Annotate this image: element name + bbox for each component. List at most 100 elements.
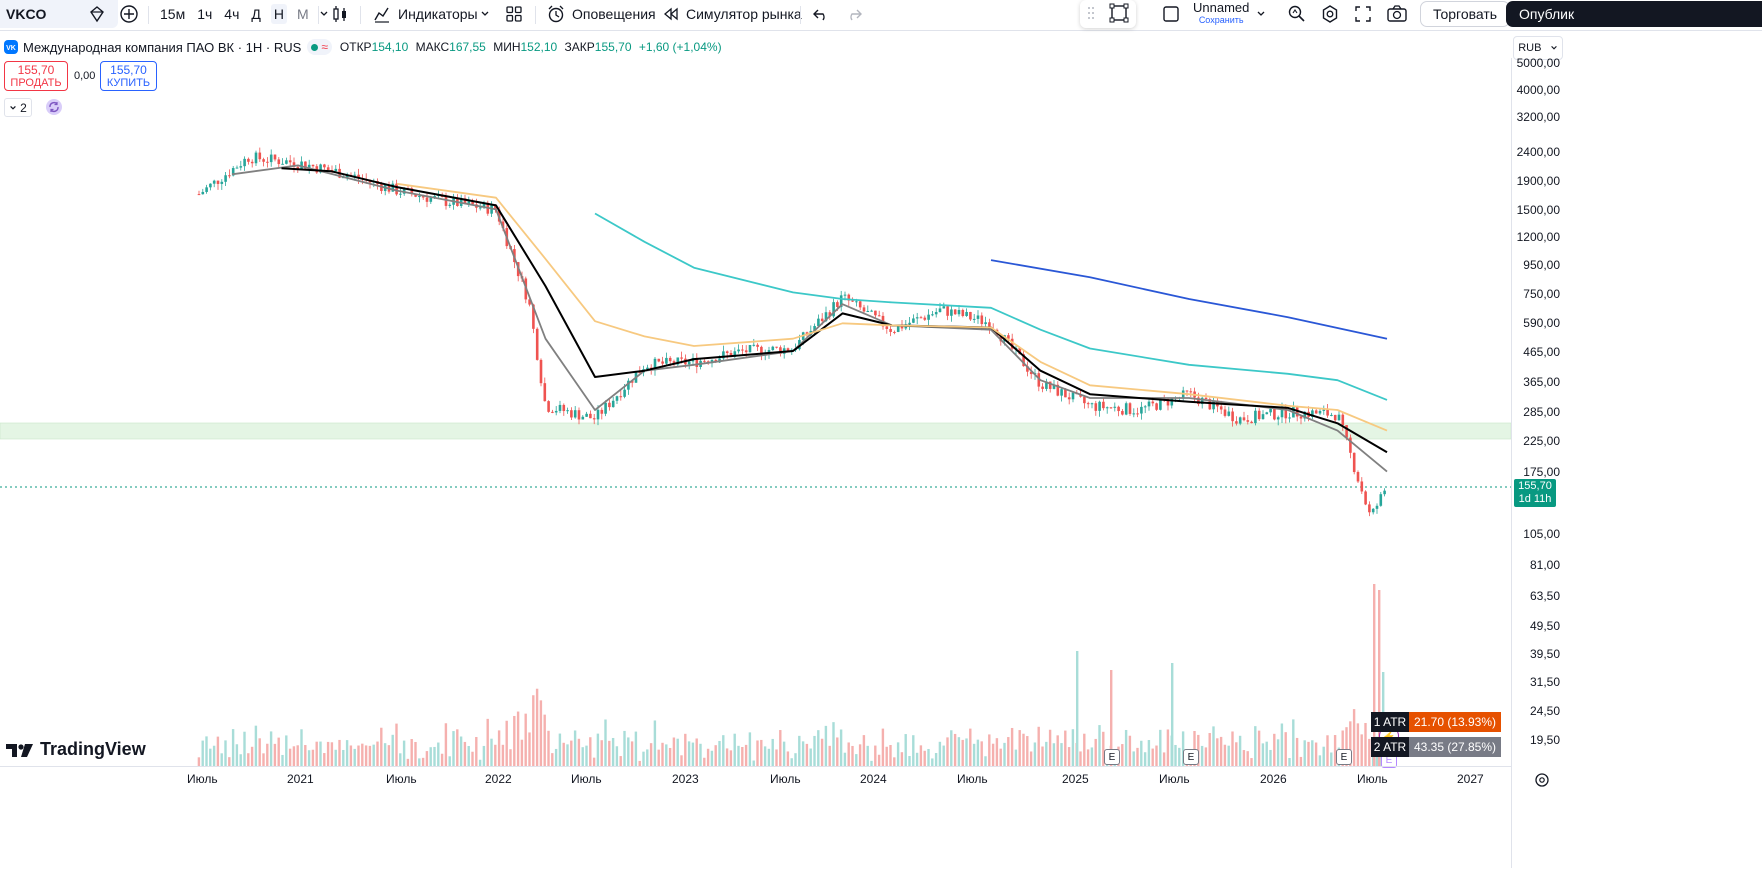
volume-bar bbox=[1318, 755, 1322, 766]
publish-button[interactable]: Опублик bbox=[1506, 1, 1762, 27]
volume-bar bbox=[494, 744, 497, 766]
moving-average-line-3[interactable] bbox=[396, 182, 1388, 432]
moving-average-line-2[interactable] bbox=[281, 167, 1388, 454]
candle-body bbox=[566, 410, 569, 412]
price-axis-label: 5000,00 bbox=[1516, 56, 1560, 70]
earnings-marker[interactable]: E bbox=[1336, 749, 1352, 765]
time-axis[interactable] bbox=[0, 766, 1511, 767]
volume-bar bbox=[566, 744, 569, 766]
price-axis[interactable] bbox=[1511, 58, 1762, 868]
timeframe-day[interactable]: Д bbox=[251, 6, 261, 22]
drag-handle-icon[interactable] bbox=[1087, 6, 1095, 23]
candle-body bbox=[1371, 508, 1375, 513]
candle-body bbox=[501, 221, 505, 229]
volume-bar bbox=[342, 749, 345, 766]
candle-body bbox=[247, 158, 250, 162]
axis-settings-gear-icon[interactable] bbox=[1534, 772, 1550, 793]
layout-name-button[interactable]: Unnamed Сохранить bbox=[1193, 0, 1249, 28]
sync-refresh-icon[interactable] bbox=[46, 99, 62, 115]
timeframe-dropdown-chevron-icon[interactable] bbox=[319, 6, 329, 22]
volume-bar bbox=[649, 743, 653, 766]
candle-body bbox=[1284, 407, 1288, 419]
replay-label: Симулятор рынка bbox=[686, 6, 802, 22]
alerts-button[interactable]: Оповещения bbox=[546, 0, 656, 28]
volume-bar bbox=[889, 744, 892, 766]
candle-body bbox=[858, 301, 862, 308]
candle-body bbox=[1322, 409, 1326, 411]
legend-symbol-title[interactable]: Международная компания ПАО ВК · 1Н · RUS bbox=[23, 39, 302, 55]
indicators-button[interactable]: Индикаторы bbox=[372, 0, 478, 28]
candle-body bbox=[942, 306, 946, 309]
candle-body bbox=[205, 187, 208, 192]
tradingview-logo[interactable]: TradingView bbox=[6, 739, 146, 760]
quick-search-icon[interactable] bbox=[1287, 0, 1307, 28]
redo-icon[interactable] bbox=[845, 0, 863, 28]
volume-bar bbox=[585, 745, 588, 766]
volume-bar bbox=[1067, 747, 1071, 766]
timeframe-4h[interactable]: 4ч bbox=[224, 6, 240, 22]
layout-dropdown-chevron-icon[interactable] bbox=[1256, 0, 1266, 28]
volume-bar bbox=[361, 743, 364, 766]
timeframe-1h[interactable]: 1ч bbox=[197, 6, 213, 22]
timeframe-month[interactable]: М bbox=[297, 6, 309, 22]
sell-button[interactable]: 155,70 ПРОДАТЬ bbox=[4, 61, 68, 91]
volume-bar bbox=[1128, 735, 1132, 766]
candle-body bbox=[820, 318, 824, 322]
volume-bar bbox=[418, 758, 421, 766]
earnings-marker[interactable]: E bbox=[1183, 749, 1199, 765]
earnings-marker[interactable]: E bbox=[1104, 749, 1120, 765]
replay-button[interactable]: Симулятор рынка bbox=[662, 0, 802, 28]
layouts-grid-icon[interactable] bbox=[505, 0, 523, 28]
volume-bar bbox=[623, 730, 626, 766]
volume-bar bbox=[634, 731, 638, 766]
volume-bar bbox=[1235, 742, 1238, 766]
indicators-dropdown-chevron-icon[interactable] bbox=[480, 0, 490, 28]
symbol-info-icon[interactable] bbox=[88, 0, 106, 28]
timeframe-15m[interactable]: 15м bbox=[160, 6, 186, 22]
candle-body bbox=[197, 194, 201, 196]
fullscreen-icon[interactable] bbox=[1354, 0, 1372, 28]
candle-body bbox=[912, 318, 915, 323]
symbol-search[interactable]: VKCO bbox=[0, 0, 118, 28]
spread-value: 0,00 bbox=[74, 70, 96, 82]
volume-bar bbox=[1276, 739, 1280, 766]
candle-body bbox=[231, 168, 235, 176]
volume-bar bbox=[429, 747, 432, 766]
price-chart[interactable] bbox=[0, 30, 1511, 795]
volume-bar bbox=[908, 756, 911, 766]
volume-bar bbox=[969, 728, 972, 766]
volume-bar bbox=[619, 756, 622, 766]
volume-bar bbox=[782, 741, 786, 766]
candle-body bbox=[258, 152, 262, 160]
camera-snapshot-icon[interactable] bbox=[1386, 0, 1408, 28]
candle-body bbox=[235, 167, 239, 169]
volume-bar bbox=[1162, 752, 1166, 766]
volume-bar bbox=[1029, 751, 1033, 766]
moving-average-line-4[interactable] bbox=[594, 212, 1388, 401]
volume-bar bbox=[551, 753, 554, 766]
volume-bar bbox=[372, 744, 375, 766]
moving-average-line-1[interactable] bbox=[231, 164, 1388, 473]
moving-average-line-5[interactable] bbox=[990, 259, 1388, 340]
trade-button[interactable]: Торговать bbox=[1420, 1, 1511, 27]
volume-bar bbox=[923, 750, 926, 766]
market-status[interactable]: ≈ bbox=[307, 39, 332, 55]
currency-selector[interactable]: RUB bbox=[1513, 36, 1563, 60]
indicators-collapse-toggle[interactable]: 2 bbox=[4, 98, 32, 117]
candle-body bbox=[1170, 397, 1174, 406]
volume-bar bbox=[1364, 722, 1367, 766]
volume-bar bbox=[839, 729, 843, 766]
undo-icon[interactable] bbox=[812, 0, 830, 28]
volume-bar bbox=[1257, 730, 1261, 766]
select-rectangle-icon[interactable] bbox=[1108, 2, 1130, 27]
timeframe-week[interactable]: Н bbox=[270, 4, 287, 24]
settings-gear-icon[interactable] bbox=[1320, 0, 1340, 28]
chart-type-candles-icon[interactable] bbox=[330, 0, 350, 28]
volume-bar bbox=[383, 743, 387, 766]
compare-add-icon[interactable] bbox=[119, 0, 139, 28]
buy-button[interactable]: 155,70 КУПИТЬ bbox=[100, 61, 157, 91]
volume-bar bbox=[357, 745, 360, 766]
candle-body bbox=[1185, 390, 1189, 392]
volume-bar bbox=[790, 758, 793, 766]
layout-checkbox-icon[interactable] bbox=[1162, 0, 1180, 28]
